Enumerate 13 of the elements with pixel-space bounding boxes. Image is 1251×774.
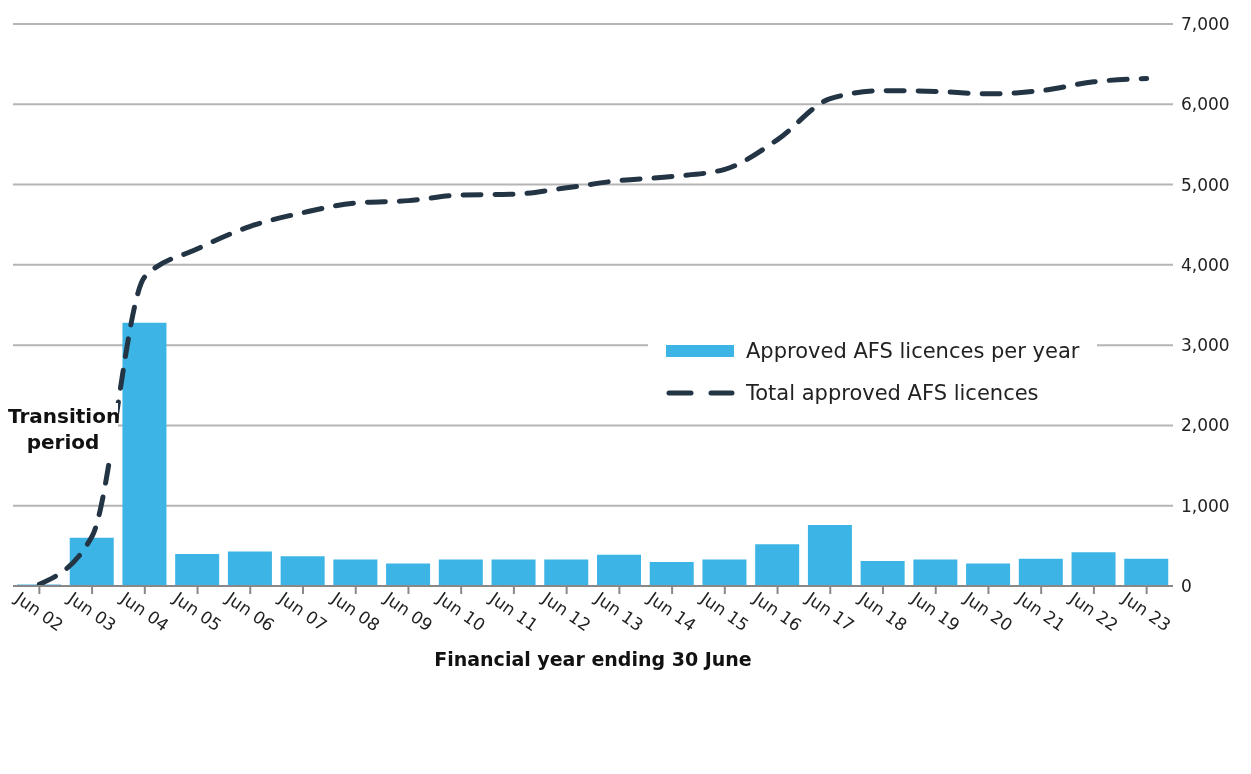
y-tick-label: 0 xyxy=(1181,576,1192,597)
y-tick-label: 4,000 xyxy=(1181,254,1230,275)
y-tick-label: 6,000 xyxy=(1181,94,1230,115)
legend-label: Total approved AFS licences xyxy=(746,381,1039,405)
annotation: Transition period xyxy=(8,403,121,455)
legend-label: Approved AFS licences per year xyxy=(746,339,1080,363)
y-tick-label: 3,000 xyxy=(1181,335,1230,356)
y-tick-label: 7,000 xyxy=(1181,14,1230,35)
x-tick-label: Jun 23 xyxy=(1118,587,1175,636)
y-tick-label: 5,000 xyxy=(1181,174,1230,195)
y-tick-label: 1,000 xyxy=(1181,495,1230,516)
y-tick-label: 2,000 xyxy=(1181,415,1230,436)
x-axis-title: Financial year ending 30 June xyxy=(434,648,752,670)
